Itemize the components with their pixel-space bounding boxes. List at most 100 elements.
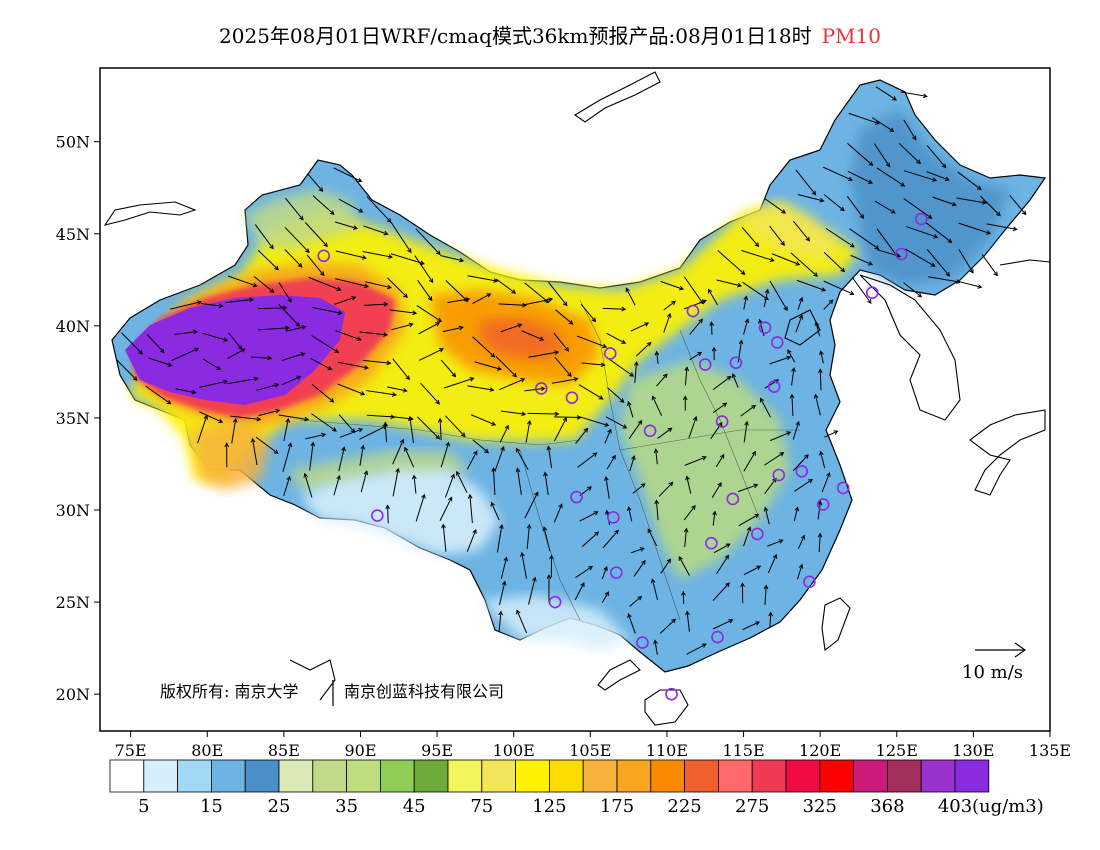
wind-arrow xyxy=(521,330,544,341)
wind-arrowhead xyxy=(358,427,364,433)
wind-arrowhead xyxy=(778,539,784,544)
wind-arrowhead xyxy=(743,295,749,301)
colorbar-swatch xyxy=(244,759,280,793)
wind-arrowhead xyxy=(363,365,369,370)
wind-arrowhead xyxy=(653,448,659,454)
wind-arrowhead xyxy=(515,467,521,473)
wind-arrowhead xyxy=(334,348,340,354)
wind-arrowhead xyxy=(166,399,172,405)
wind-arrowhead xyxy=(274,265,279,271)
wind-arrow xyxy=(227,348,246,359)
wind-arrow xyxy=(710,422,723,440)
wind-arrow xyxy=(444,474,455,498)
wind-arrowhead xyxy=(386,360,392,366)
wind-arrow xyxy=(850,254,873,266)
wind-arrow xyxy=(926,248,950,277)
wind-arrowhead xyxy=(304,416,310,422)
wind-arrowhead xyxy=(450,473,455,479)
wind-arrow xyxy=(981,254,998,276)
wind-arrowhead xyxy=(391,392,397,397)
wind-arrowhead xyxy=(900,182,906,187)
wind-arrowhead xyxy=(363,470,369,476)
wind-arrow xyxy=(284,197,304,221)
wind-arrowhead xyxy=(386,218,392,223)
wind-arrowhead xyxy=(504,424,509,430)
wind-arrow xyxy=(418,348,444,361)
wind-arrowhead xyxy=(458,325,464,331)
wind-arrowhead xyxy=(758,318,763,324)
wind-arrowhead xyxy=(781,209,787,214)
wind-arrow xyxy=(657,427,672,439)
wind-arrowhead xyxy=(218,303,224,309)
wind-arrowhead xyxy=(511,289,517,294)
colorbar-label: 125 xyxy=(532,796,566,817)
city-marker xyxy=(603,347,617,360)
wind-arrowhead xyxy=(668,481,674,487)
wind-arrow xyxy=(847,143,873,166)
wind-arrow xyxy=(764,507,770,525)
wind-arrowhead xyxy=(817,368,823,374)
wind-arrow xyxy=(655,449,658,465)
colorbar-label: 45 xyxy=(403,796,426,817)
wind-arrowhead xyxy=(709,321,714,327)
wind-arrow xyxy=(555,309,573,325)
wind-arrow xyxy=(363,225,388,235)
wind-arrowhead xyxy=(947,238,953,243)
wind-arrowhead xyxy=(927,214,933,219)
wind-arrow xyxy=(767,539,783,547)
pm10-orange-southwest xyxy=(190,420,270,490)
wind-arrow xyxy=(796,564,803,580)
wind-arrow xyxy=(684,276,704,304)
wind-arrow xyxy=(627,613,636,634)
wind-arrow xyxy=(606,332,626,344)
wind-arrow xyxy=(743,527,751,547)
wind-arrow xyxy=(199,411,223,423)
wind-arrow xyxy=(602,530,619,549)
wind-arrowhead xyxy=(386,284,392,290)
colorbar-label: 403 xyxy=(938,796,972,817)
wind-arrowhead xyxy=(460,432,466,438)
wind-arrowhead xyxy=(407,415,413,421)
wind-arrowhead xyxy=(305,248,310,254)
wind-arrowhead xyxy=(435,399,440,405)
wind-arrowhead xyxy=(503,556,508,562)
wind-arrowhead xyxy=(249,297,254,303)
wind-arrow xyxy=(335,278,369,288)
wind-arrowhead xyxy=(930,262,936,267)
wind-arrow xyxy=(708,289,718,306)
city-marker xyxy=(610,566,623,579)
wind-arrow xyxy=(445,280,468,302)
wind-arrow xyxy=(145,385,171,405)
wind-arrow xyxy=(366,414,395,418)
wind-arrowhead xyxy=(631,455,636,461)
wind-arrow xyxy=(605,476,610,499)
city-marker xyxy=(711,630,724,644)
wind-arrow xyxy=(333,167,362,182)
wind-arrowhead xyxy=(310,441,316,447)
map-title: 2025年08月01日WRF/cmaq模式36km预报产品:08月01日18时 P… xyxy=(0,20,1100,49)
wind-arrowhead xyxy=(691,505,696,510)
wind-arrow xyxy=(712,376,731,391)
colorbar-label: 35 xyxy=(335,796,358,817)
wind-arrowhead xyxy=(594,531,600,537)
pm10-yellow-northeast xyxy=(740,200,840,260)
wind-arrow xyxy=(442,326,463,333)
colorbar: 5 15 25 35 45 75 125 175 225 275 325 368 403 xyxy=(109,759,990,817)
wind-arrowhead xyxy=(817,500,823,506)
lon-tick-label: 95E xyxy=(421,741,453,760)
wind-arrowhead xyxy=(786,431,792,436)
wind-arrow xyxy=(440,359,456,377)
wind-arrowhead xyxy=(408,322,414,328)
wind-arrowhead xyxy=(484,448,490,454)
wind-arrowhead xyxy=(828,299,834,305)
wind-arrowhead xyxy=(351,295,357,301)
wind-arrow xyxy=(712,619,733,630)
wind-arrow xyxy=(630,322,649,332)
city-marker xyxy=(371,509,384,522)
wind-arrowhead xyxy=(253,376,259,382)
wind-arrow xyxy=(791,394,794,417)
wind-arrowhead xyxy=(795,420,800,426)
pm10-lightblue-tibet xyxy=(300,470,500,555)
wind-arrowhead xyxy=(772,553,778,559)
wind-arrowhead xyxy=(435,434,441,440)
